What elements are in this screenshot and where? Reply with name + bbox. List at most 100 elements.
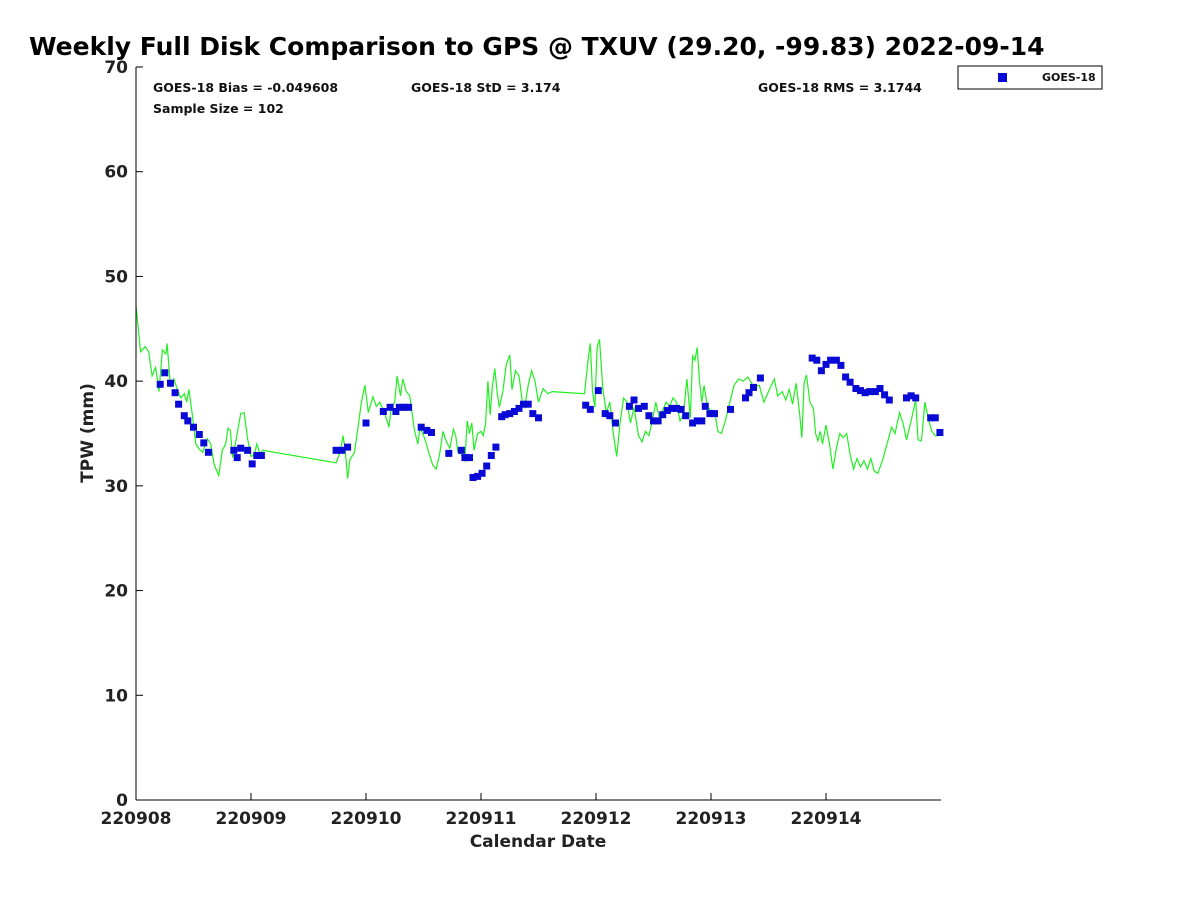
goes-18-point [876,385,884,392]
legend-label: GOES-18 [1042,71,1096,84]
goes-18-point [230,446,238,454]
goes-18-point [808,354,816,362]
y-tick-label: 20 [104,582,128,602]
goes-18-point [927,414,935,422]
goes-18-point [204,448,212,456]
y-axis-ticks: 0 10 20 30 40 50 60 70 [104,58,143,811]
goes-18-point [524,400,532,408]
goes-18-point [417,423,425,431]
goes-18-point [195,431,203,438]
goes-18-point [257,452,265,459]
chart-title: Weekly Full Disk Comparison to GPS @ TXU… [29,32,1045,61]
goes-18-point [635,404,642,412]
goes-18-point [727,405,734,413]
sample-size-stat: Sample Size = 102 [153,101,284,116]
goes-18-point [520,400,527,408]
goes-18-point [668,404,676,412]
goes-18-point [386,403,394,411]
goes-18-point [466,454,473,462]
goes-18-point [750,383,757,391]
goes-18-point [866,388,874,396]
goes-18-point [912,394,920,402]
goes-18-point [857,387,864,395]
legend-marker [998,73,1007,82]
goes-18-point [445,449,453,457]
y-axis-label: TPW (mm) [78,383,98,483]
goes-18-point [742,394,749,402]
goes-18-point [817,367,825,375]
goes-18-point [837,361,845,369]
std-stat: GOES-18 StD = 3.174 [411,80,561,95]
goes-18-point [184,417,192,425]
goes-18-point [180,412,188,420]
goes-18-point [936,429,944,436]
goes-18-point [907,392,915,400]
goes-18-point [827,356,835,364]
goes-18-point [706,410,714,418]
goes-18-point [663,407,671,414]
goes-18-point [487,452,495,459]
goes-18-point [640,402,648,410]
goes-18-point [379,408,387,415]
goes-18-point [237,444,245,452]
goes-18-point [535,414,542,422]
x-tick-label: 220908 [101,809,172,829]
goes-18-point [338,446,346,454]
goes-18-point [650,417,657,425]
goes-18-point [832,356,840,364]
goes-18-point [756,374,764,382]
goes-18-point [871,388,879,396]
goes-18-point [492,443,500,451]
goes-18-point [175,400,183,408]
x-tick-label: 220909 [216,809,287,829]
goes-18-point [654,417,662,425]
goes-18-point [344,443,352,451]
goes-18-point [405,403,413,411]
goes-18-point [332,446,340,454]
goes-18-point [248,460,256,468]
y-tick-label: 70 [104,58,128,78]
goes-18-point [586,405,594,413]
goes-18-point [625,402,633,410]
goes-18-point [529,410,537,418]
goes-18-point [506,410,514,418]
goes-18-point [612,419,619,427]
goes-18-point [400,403,408,411]
goes-18-point [682,412,690,420]
rms-stat: GOES-18 RMS = 3.1744 [758,80,922,95]
goes-18-point [395,403,403,411]
goes-18-point [861,389,869,397]
goes-18-point [510,408,518,415]
y-tick-label: 50 [104,267,128,287]
goes-18-point [931,414,939,422]
goes-18-point [167,379,174,387]
goes-18-point [852,385,860,392]
goes-18-point [903,394,910,402]
x-tick-label: 220913 [676,809,747,829]
goes-18-point [698,417,706,425]
goes-18-point [594,387,602,395]
goes-18-point [630,396,638,404]
goes-18-point [171,389,179,397]
x-tick-label: 220911 [446,809,517,829]
goes-18-point [645,412,653,420]
goes-18-point [190,423,197,431]
goes-18-point [601,410,609,418]
goes-18-point [362,419,370,427]
legend-box [957,65,1103,90]
goes-18-point [469,474,477,481]
goes-18-point [813,356,821,364]
goes-18-point [582,401,590,409]
goes-18-point [822,360,830,368]
goes-18-point [689,419,697,427]
goes-18-point [200,439,208,447]
y-tick-label: 10 [104,686,128,706]
goes-18-point [161,369,169,377]
goes-18-point [885,396,893,404]
goes-18-point [423,426,431,434]
goes-18-point [253,452,261,459]
goes-18-point [606,412,614,420]
goes-18-point [457,446,465,454]
goes-18-point [501,411,509,419]
